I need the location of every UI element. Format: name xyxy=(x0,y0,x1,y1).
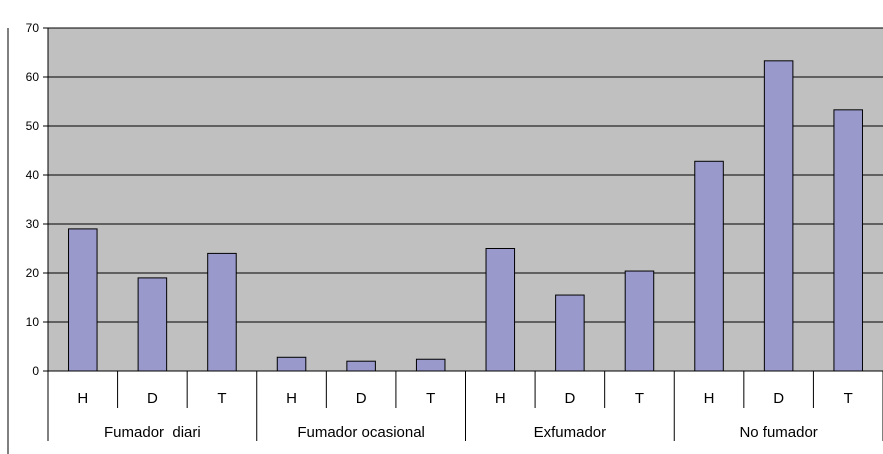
plot-area xyxy=(48,28,883,371)
y-tick-label: 40 xyxy=(26,168,40,182)
y-tick-label: 20 xyxy=(26,266,40,280)
bar xyxy=(694,160,724,372)
x-category-label: T xyxy=(844,390,853,407)
bar xyxy=(346,360,376,372)
bar xyxy=(555,294,585,372)
x-group-label: No fumador xyxy=(739,424,817,441)
y-tick-label: 10 xyxy=(26,315,40,329)
gridlines xyxy=(48,27,883,323)
y-tick-label: 0 xyxy=(32,364,39,378)
bar xyxy=(624,270,655,372)
x-category-label: D xyxy=(564,390,575,407)
x-category-label: D xyxy=(356,390,367,407)
x-category-label: T xyxy=(217,390,226,407)
bar xyxy=(415,358,446,372)
y-axis: 0 10 20 30 40 50 60 70 xyxy=(26,21,49,378)
x-category-label: D xyxy=(773,390,784,407)
bar xyxy=(137,277,168,372)
x-category-label: H xyxy=(77,390,88,407)
x-category-label: T xyxy=(426,390,435,407)
x-category-label: T xyxy=(635,390,644,407)
bar xyxy=(68,228,98,372)
bar xyxy=(833,109,863,372)
x-category-label: D xyxy=(147,390,158,407)
x-group-label: Fumador diari xyxy=(104,424,201,441)
bar xyxy=(207,252,237,372)
bar xyxy=(485,248,516,372)
y-tick-label: 50 xyxy=(26,119,40,133)
bar xyxy=(763,60,794,372)
bars xyxy=(68,60,863,372)
x-category-label: H xyxy=(286,390,297,407)
x-category-label: H xyxy=(704,390,715,407)
x-category-label: H xyxy=(495,390,506,407)
x-group-label: Fumador ocasional xyxy=(297,424,425,441)
x-group-label: Exfumador xyxy=(534,424,607,441)
y-tick-label: 60 xyxy=(26,70,40,84)
bar xyxy=(276,356,307,372)
x-axis: H D T H D T H D T H D T Fumador diari Fumador ocasion… xyxy=(7,28,883,454)
y-tick-label: 30 xyxy=(26,217,40,231)
y-tick-label: 70 xyxy=(26,21,40,35)
